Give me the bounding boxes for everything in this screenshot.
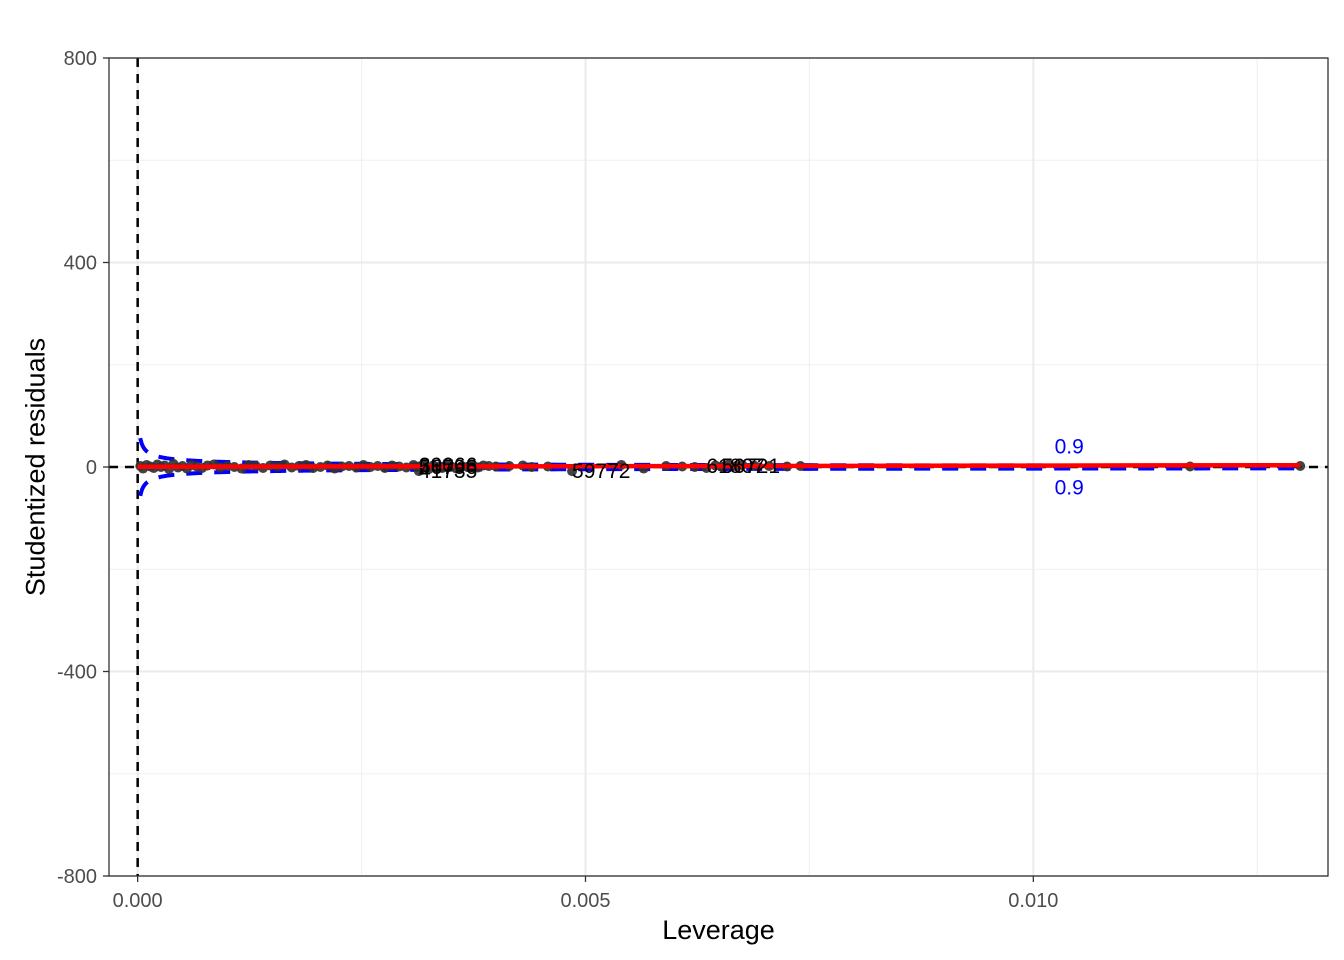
point-label: 61807	[706, 455, 764, 478]
y-tick-label: -400	[57, 662, 97, 684]
y-tick-label: -800	[57, 866, 97, 888]
data-point	[567, 466, 578, 477]
point-label: 41735	[419, 460, 477, 483]
y-axis-ticks: -800 -400 0 400 800	[57, 48, 109, 888]
contour-label-upper: 0.9	[1055, 435, 1084, 458]
y-tick-label: 400	[64, 253, 97, 275]
x-tick-label: 0.005	[560, 890, 610, 912]
smooth-line	[137, 462, 1301, 469]
point-label: 56796	[419, 456, 477, 479]
x-tick-label: 0.000	[113, 890, 163, 912]
point-label: 56721	[722, 455, 780, 478]
contour-labels: 0.9 0.9	[1055, 435, 1084, 499]
x-axis-ticks: 0.000 0.005 0.010	[113, 876, 1058, 912]
contour-label-lower: 0.9	[1055, 477, 1084, 500]
cook-contour-lower	[138, 466, 1301, 497]
x-axis-title: Leverage	[662, 915, 775, 945]
x-tick-label: 0.010	[1008, 890, 1058, 912]
point-label: 39066	[419, 454, 477, 477]
point-label: 59772	[572, 460, 630, 483]
smooth-line-path	[137, 462, 1301, 469]
y-axis-title: Studentized residuals	[20, 338, 50, 596]
y-tick-label: 800	[64, 48, 97, 70]
y-tick-label: 0	[86, 457, 97, 479]
